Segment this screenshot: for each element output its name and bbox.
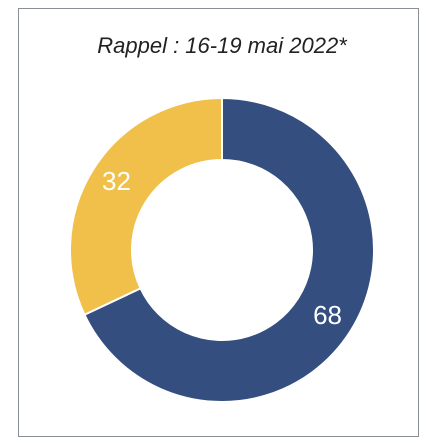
chart-title: Rappel : 16-19 mai 2022* xyxy=(97,33,348,58)
value-label: 68 xyxy=(313,300,342,330)
slice xyxy=(69,96,223,317)
slice xyxy=(83,96,375,403)
value-label: 32 xyxy=(102,166,131,196)
